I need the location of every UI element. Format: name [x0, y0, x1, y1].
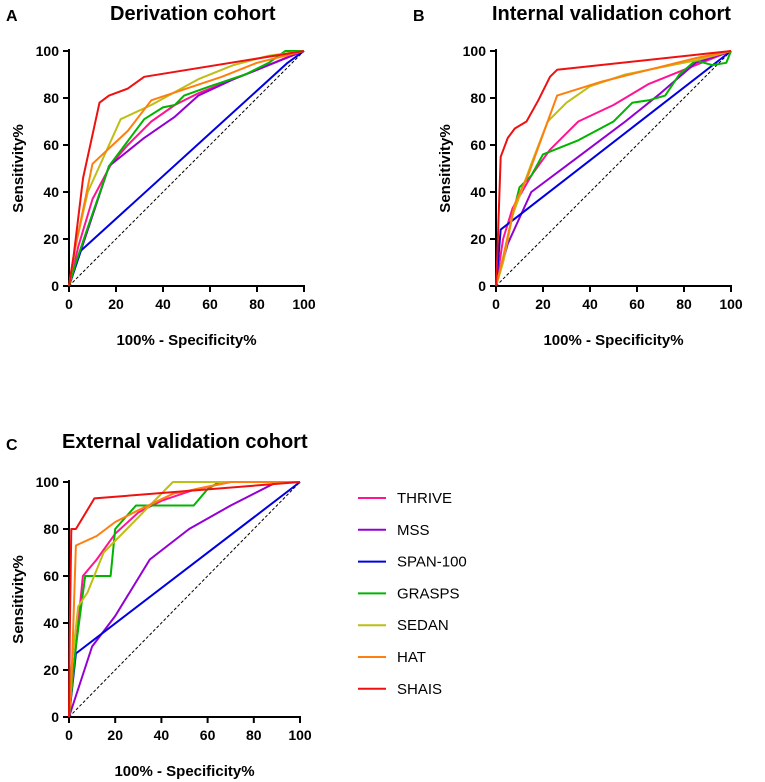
legend-label: SHAIS — [397, 681, 442, 698]
reference-line — [495, 50, 732, 287]
y-tick-label: 0 — [51, 709, 59, 725]
y-tick-label: 40 — [43, 184, 59, 200]
y-tick-label: 100 — [463, 43, 487, 59]
x-tick-label: 60 — [202, 296, 218, 312]
x-tick-label: 20 — [535, 296, 551, 312]
legend-label: GRASPS — [397, 585, 460, 602]
legend-item: SHAIS — [358, 681, 442, 698]
y-axis-label: Sensitivity% — [10, 555, 27, 643]
legend-item: SEDAN — [358, 617, 449, 634]
y-tick-label: 60 — [470, 137, 486, 153]
y-tick-label: 0 — [51, 278, 59, 294]
x-tick-label: 40 — [155, 296, 171, 312]
legend-label: MSS — [397, 522, 430, 539]
series-hat — [68, 481, 300, 718]
y-tick-label: 80 — [43, 521, 59, 537]
reference-line — [68, 50, 305, 287]
series-mss — [495, 50, 732, 287]
series-sedan — [68, 481, 300, 718]
series-shais — [68, 50, 305, 287]
y-tick-label: 0 — [478, 278, 486, 294]
x-tick-label: 0 — [65, 296, 73, 312]
x-tick-label: 20 — [108, 296, 124, 312]
legend-item: SPAN-100 — [358, 554, 467, 571]
x-tick-label: 20 — [107, 727, 123, 743]
legend-label: SPAN-100 — [397, 554, 467, 571]
legend-label: HAT — [397, 649, 426, 666]
y-tick-label: 100 — [36, 474, 60, 490]
y-tick-label: 80 — [43, 90, 59, 106]
series-hat — [495, 50, 732, 287]
series-shais — [495, 50, 732, 287]
panel-a: A Derivation cohort 0 20 40 60 80 100 0 20 40 60 80 1… — [6, 3, 316, 349]
panel-title: Derivation cohort — [110, 3, 276, 25]
y-tick-label: 60 — [43, 137, 59, 153]
x-axis-label: 100% - Specificity% — [114, 763, 254, 780]
series-mss — [68, 481, 300, 718]
x-tick-label: 80 — [246, 727, 262, 743]
x-tick-label: 80 — [676, 296, 692, 312]
panel-title: External validation cohort — [62, 431, 308, 453]
panel-title: Internal validation cohort — [492, 3, 731, 25]
x-tick-label: 0 — [65, 727, 73, 743]
legend-item: MSS — [358, 522, 430, 539]
x-tick-label: 40 — [154, 727, 170, 743]
x-tick-label: 0 — [492, 296, 500, 312]
y-axis-label: Sensitivity% — [10, 124, 27, 212]
x-tick-label: 60 — [200, 727, 216, 743]
x-tick-label: 80 — [249, 296, 265, 312]
panel-letter: B — [413, 8, 425, 25]
y-tick-label: 40 — [470, 184, 486, 200]
y-tick-label: 60 — [43, 568, 59, 584]
legend-item: THRIVE — [358, 490, 452, 507]
x-axis-label: 100% - Specificity% — [543, 332, 683, 349]
reference-line — [68, 481, 301, 718]
series-grasps — [68, 50, 304, 287]
legend-label: THRIVE — [397, 490, 452, 507]
panel-b: B Internal validation cohort 0 20 40 60 80 100 0… — [413, 3, 743, 349]
panel-letter: C — [6, 437, 18, 454]
y-tick-label: 20 — [43, 231, 59, 247]
legend: THRIVE MSS SPAN-100 GRASPS SEDAN HAT SHAIS — [358, 490, 467, 698]
y-tick-label: 40 — [43, 615, 59, 631]
x-tick-label: 60 — [629, 296, 645, 312]
legend-item: GRASPS — [358, 585, 460, 602]
x-tick-label: 100 — [288, 727, 312, 743]
series-shais — [68, 481, 301, 718]
panel-letter: A — [6, 8, 18, 25]
y-tick-label: 20 — [470, 231, 486, 247]
x-tick-label: 100 — [719, 296, 743, 312]
panel-c: C External validation cohort 0 20 40 60 80 100 0… — [6, 431, 312, 780]
series-hat — [68, 50, 305, 287]
x-axis-label: 100% - Specificity% — [116, 332, 256, 349]
y-tick-label: 20 — [43, 662, 59, 678]
legend-item: HAT — [358, 649, 426, 666]
legend-label: SEDAN — [397, 617, 449, 634]
y-tick-label: 100 — [36, 43, 60, 59]
y-axis-label: Sensitivity% — [437, 124, 454, 212]
x-tick-label: 100 — [292, 296, 316, 312]
y-tick-label: 80 — [470, 90, 486, 106]
x-tick-label: 40 — [582, 296, 598, 312]
